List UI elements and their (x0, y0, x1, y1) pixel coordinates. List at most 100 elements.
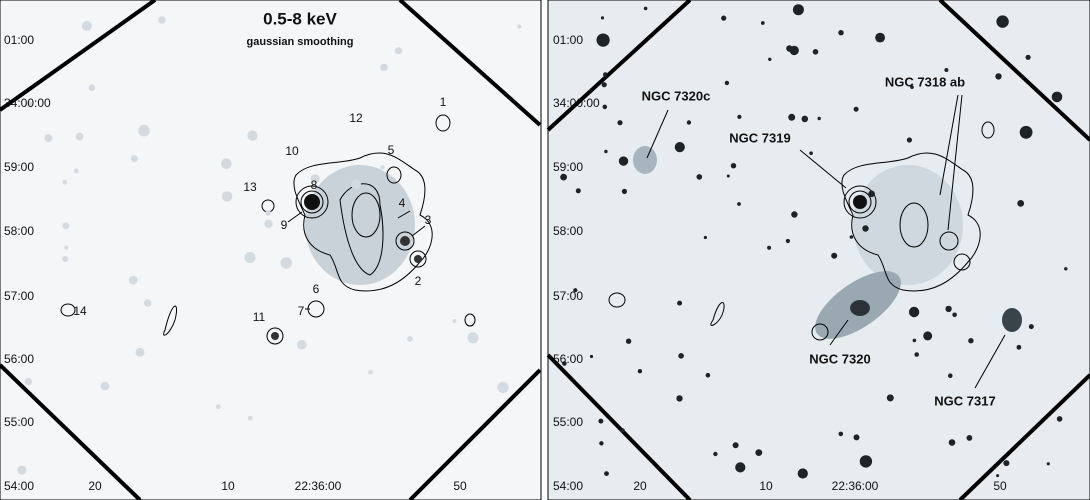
y-axis-label: 57:00 (553, 289, 583, 303)
star (705, 372, 711, 378)
star (602, 104, 608, 110)
star (726, 174, 730, 178)
noise-blob (517, 24, 522, 29)
noise-blob (264, 219, 273, 228)
source-label: 6 (313, 282, 320, 296)
y-axis-label: 55:00 (4, 415, 34, 429)
y-axis-label: 54:00 (553, 479, 583, 493)
star (1046, 462, 1050, 466)
y-axis-label: 59:00 (553, 160, 583, 174)
x-axis-label: 50 (453, 479, 467, 493)
star (618, 156, 629, 166)
star (721, 15, 727, 21)
star (737, 114, 742, 119)
noise-blob (467, 332, 479, 344)
star (737, 202, 741, 206)
noise-blob (144, 299, 152, 307)
noise-blob (81, 20, 92, 31)
star (637, 369, 643, 374)
galaxy-label: NGC 7320 (809, 351, 870, 366)
star (853, 106, 859, 112)
panel-title: 0.5-8 keV (263, 9, 337, 28)
noise-blob (452, 319, 457, 323)
star (625, 338, 632, 344)
star (603, 72, 608, 77)
source-label: 14 (73, 304, 87, 318)
noise-blob (62, 222, 70, 230)
star (831, 252, 838, 259)
noise-blob (247, 415, 253, 421)
star (1003, 460, 1010, 467)
star (1056, 416, 1063, 422)
stars (17, 4, 1068, 479)
noise-blob (221, 158, 232, 169)
diffuse-emission (305, 146, 1022, 339)
star (838, 431, 844, 437)
x-axis-label: 10 (759, 479, 773, 493)
star (617, 120, 623, 126)
star (677, 300, 683, 306)
source-label: 3 (425, 213, 432, 227)
star (573, 288, 578, 293)
y-axis-label: 54:00 (4, 479, 34, 493)
star (696, 174, 703, 180)
y-axis-label: 34:00:00 (553, 96, 600, 110)
star (1051, 91, 1063, 103)
noise-blob (297, 339, 307, 350)
star (996, 474, 1000, 478)
y-axis-label: 56:00 (553, 352, 583, 366)
star (995, 73, 1002, 80)
source-label: 10 (285, 144, 299, 158)
noise-blob (247, 130, 258, 141)
x-axis-label: 22:36:00 (295, 479, 342, 493)
star (792, 4, 804, 16)
star (968, 338, 974, 344)
star (755, 449, 763, 456)
star (785, 238, 791, 244)
star (849, 235, 854, 239)
source-label: 1 (440, 95, 447, 109)
x-axis-label: 20 (633, 479, 647, 493)
y-axis-label: 55:00 (553, 415, 583, 429)
galaxy-label: NGC 7320c (642, 88, 711, 103)
galaxy-pointers (287, 94, 1006, 389)
noise-blob (310, 174, 320, 184)
star (1019, 125, 1033, 139)
star (948, 439, 956, 446)
star (952, 312, 957, 318)
star (1028, 324, 1034, 330)
source-label: 2 (415, 274, 422, 288)
star (868, 190, 875, 198)
star (620, 428, 625, 433)
source-label: 11 (253, 310, 266, 324)
source-label: 8 (311, 178, 318, 192)
star (859, 455, 873, 468)
star (730, 163, 737, 169)
noise-blob (158, 16, 166, 24)
star (906, 137, 913, 143)
star (604, 471, 609, 476)
noise-blob (62, 256, 69, 262)
star (791, 211, 798, 218)
noise-blob (24, 377, 33, 386)
star (735, 462, 746, 473)
star (767, 245, 772, 250)
x-axis-label: 50 (993, 479, 1007, 493)
star (562, 361, 567, 366)
y-axis-label: 56:00 (4, 352, 34, 366)
x-axis-label: 22:36:00 (832, 479, 879, 493)
star (600, 16, 605, 20)
star (910, 85, 914, 89)
star (601, 82, 607, 88)
star (996, 15, 1009, 28)
star (596, 33, 610, 47)
y-axis-label: 01:00 (4, 33, 34, 47)
noise-blob (265, 210, 272, 216)
noise-blob (395, 47, 403, 55)
star (621, 188, 628, 194)
star (1064, 267, 1068, 271)
star (853, 434, 860, 441)
source-label: 9 (281, 218, 288, 232)
